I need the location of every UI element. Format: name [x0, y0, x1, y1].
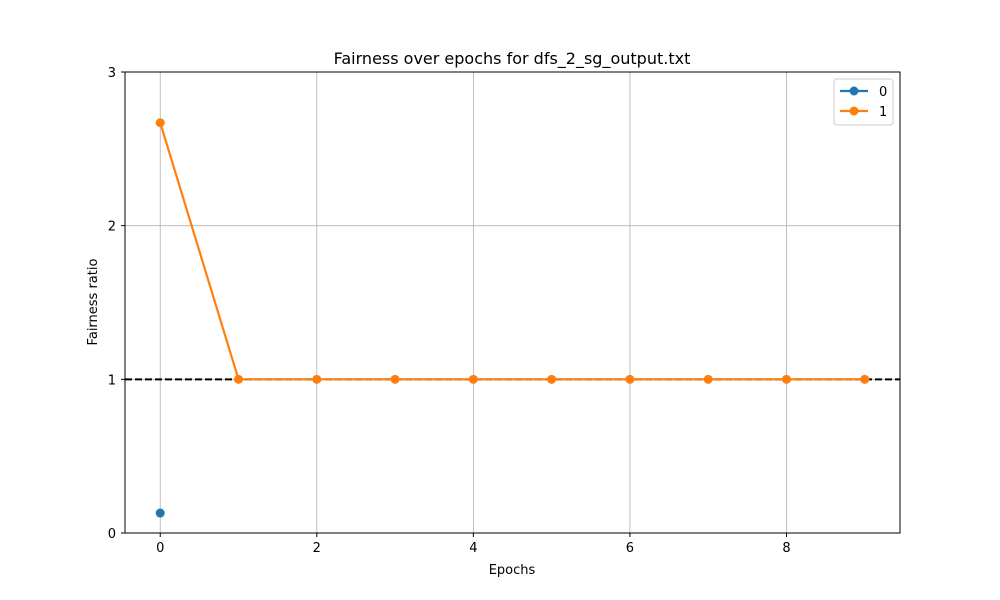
- data-point: [155, 508, 165, 518]
- series-1: [155, 118, 870, 384]
- legend-label: 1: [879, 105, 887, 120]
- legend-item: 0: [840, 85, 887, 100]
- x-tick-label: 2: [313, 541, 321, 556]
- y-tick-label: 0: [108, 527, 116, 542]
- tick-layer: 0 2 4 6 8 0 1 2 3: [108, 66, 791, 556]
- data-point: [234, 374, 244, 384]
- data-point: [155, 118, 165, 128]
- x-axis-label: Epochs: [489, 563, 536, 578]
- data-point: [390, 374, 400, 384]
- data-point: [468, 374, 478, 384]
- series-0: [155, 508, 165, 518]
- data-point: [703, 374, 713, 384]
- legend-label: 0: [879, 85, 887, 100]
- y-tick-label: 2: [108, 220, 116, 235]
- legend-swatch-marker: [849, 106, 859, 116]
- x-tick-label: 6: [626, 541, 634, 556]
- data-point: [781, 374, 791, 384]
- chart-title: Fairness over epochs for dfs_2_sg_output…: [334, 49, 691, 69]
- x-tick-label: 0: [156, 541, 164, 556]
- legend-item: 1: [840, 105, 887, 120]
- y-tick-label: 1: [108, 373, 116, 388]
- legend: 01: [833, 78, 894, 126]
- x-tick-label: 4: [469, 541, 477, 556]
- data-point: [860, 374, 870, 384]
- series-line: [159, 122, 865, 381]
- y-axis-label: Fairness ratio: [86, 259, 101, 346]
- data-point: [312, 374, 322, 384]
- series-layer: [155, 118, 870, 518]
- data-point: [625, 374, 635, 384]
- x-tick-label: 8: [782, 541, 790, 556]
- data-point: [547, 374, 557, 384]
- y-tick-label: 3: [108, 66, 116, 81]
- legend-swatch-marker: [849, 86, 859, 96]
- plot-frame: [124, 71, 901, 534]
